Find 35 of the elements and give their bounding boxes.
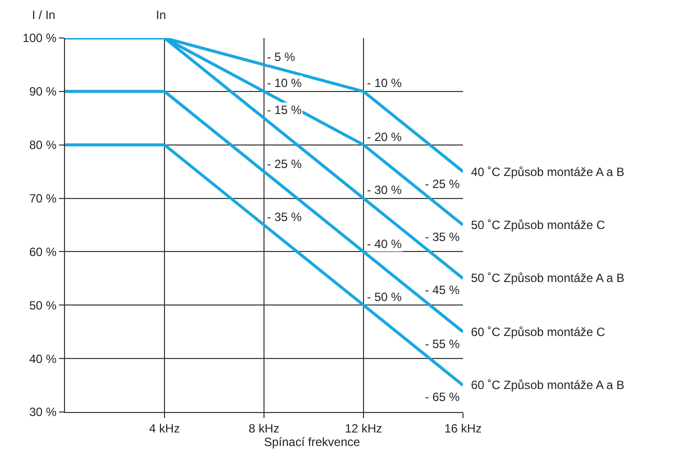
annotation: - 10 % bbox=[367, 76, 402, 90]
annotation: - 30 % bbox=[367, 183, 402, 197]
y-tick-label: 100 % bbox=[22, 31, 57, 46]
annotation: - 35 % bbox=[267, 210, 302, 224]
annotation: - 15 % bbox=[267, 103, 302, 117]
y-tick-label: 90 % bbox=[29, 84, 57, 99]
annotation: - 65 % bbox=[425, 390, 460, 404]
annotation: - 25 % bbox=[425, 177, 460, 191]
annotation: - 50 % bbox=[367, 290, 402, 304]
y-axis-title: I / In bbox=[32, 8, 56, 22]
series-label: 60 ˚C Způsob montáže C bbox=[471, 325, 606, 339]
series-label: 50 ˚C Způsob montáže C bbox=[471, 218, 606, 232]
x-tick-label: 12 kHz bbox=[344, 421, 382, 436]
annotation: - 40 % bbox=[367, 237, 402, 251]
annotation: - 45 % bbox=[425, 283, 460, 297]
x-tick-label: 4 kHz bbox=[149, 421, 180, 436]
annotation: - 5 % bbox=[267, 50, 296, 64]
y-tick-label: 80 % bbox=[29, 138, 57, 152]
x-tick-label: 8 kHz bbox=[248, 421, 280, 436]
annotation: - 10 % bbox=[267, 76, 302, 90]
y-tick-label: 40 % bbox=[29, 352, 57, 366]
series-label: 60 ˚C Způsob montáže A a B bbox=[471, 378, 624, 392]
y-tick-label: 60 % bbox=[29, 244, 57, 259]
series-label: 40 ˚C Způsob montáže A a B bbox=[471, 165, 624, 179]
y-tick-label: 50 % bbox=[29, 298, 57, 312]
y-tick-label: 30 % bbox=[29, 405, 57, 420]
x-axis-title: Spínací frekvence bbox=[264, 435, 360, 449]
series-label: 50 ˚C Způsob montáže A a B bbox=[471, 271, 624, 285]
annotation: In bbox=[156, 8, 166, 22]
y-tick-label: 70 % bbox=[29, 191, 57, 206]
x-tick-label: 16 kHz bbox=[444, 421, 482, 436]
annotation: - 25 % bbox=[267, 157, 302, 171]
annotation: - 20 % bbox=[367, 130, 402, 144]
annotation: - 35 % bbox=[425, 230, 460, 244]
annotation: - 55 % bbox=[425, 337, 460, 351]
